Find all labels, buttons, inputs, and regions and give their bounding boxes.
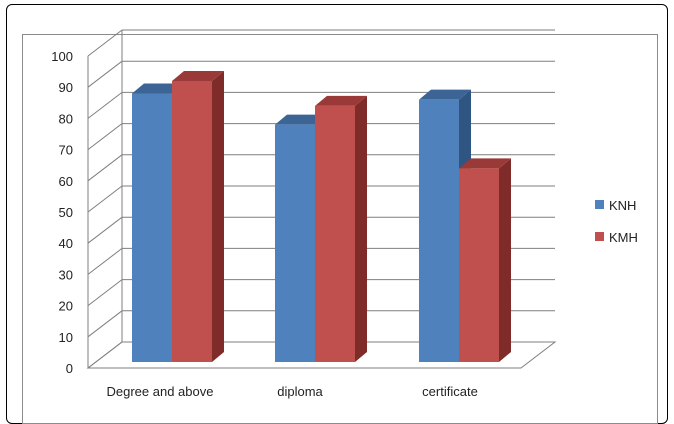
gridline-slant — [87, 154, 123, 182]
gridline-slant — [87, 123, 123, 150]
bar-top-kmh — [459, 158, 511, 169]
legend-label-kmh: KMH — [609, 230, 638, 245]
bar-kmh — [459, 168, 499, 362]
y-tick-label: 0 — [66, 361, 73, 376]
gridline-slant — [87, 185, 123, 213]
bar-knh — [275, 124, 315, 362]
gridline-slant — [87, 92, 123, 119]
bar-side-kmh — [355, 95, 367, 363]
gridline-slant — [87, 216, 123, 244]
bar-top-knh — [419, 89, 471, 100]
x-category-label: Degree and above — [107, 384, 214, 399]
bar-chart-3d: 0 10 20 30 40 50 60 70 80 90 100 Degree and above di… — [51, 29, 638, 399]
bar-top-kmh — [315, 95, 367, 106]
y-tick-label: 40 — [59, 236, 73, 251]
x-category-label: certificate — [422, 384, 478, 399]
gridline-slant — [87, 248, 123, 275]
floor — [86, 341, 557, 369]
gridline-slant — [87, 29, 123, 57]
bar-kmh — [172, 80, 212, 363]
gridline-slant — [87, 310, 123, 338]
bar-top-kmh — [172, 70, 224, 81]
bar-side-kmh — [499, 158, 511, 362]
bar-kmh — [315, 105, 355, 363]
gridline-slant — [87, 60, 123, 88]
legend-label-knh: KNH — [609, 198, 636, 213]
bar-knh — [419, 99, 459, 363]
bar-top-knh — [275, 114, 327, 125]
y-tick-label: 20 — [59, 299, 73, 314]
gridline-slant — [87, 279, 123, 306]
legend-swatch-kmh — [595, 232, 604, 241]
y-tick-label: 90 — [59, 80, 73, 95]
y-tick-label: 30 — [59, 267, 73, 282]
bar-side-kmh — [212, 70, 224, 363]
y-tick-label: 50 — [59, 205, 73, 220]
y-tick-label: 60 — [59, 174, 73, 189]
bar-top-knh — [132, 83, 184, 94]
y-tick-label: 70 — [59, 143, 73, 158]
legend-swatch-knh — [595, 200, 604, 209]
y-tick-label: 80 — [59, 111, 73, 126]
bar-knh — [132, 93, 172, 362]
y-tick-label: 100 — [51, 49, 73, 64]
x-category-label: diploma — [277, 384, 323, 399]
y-tick-label: 10 — [59, 330, 73, 345]
